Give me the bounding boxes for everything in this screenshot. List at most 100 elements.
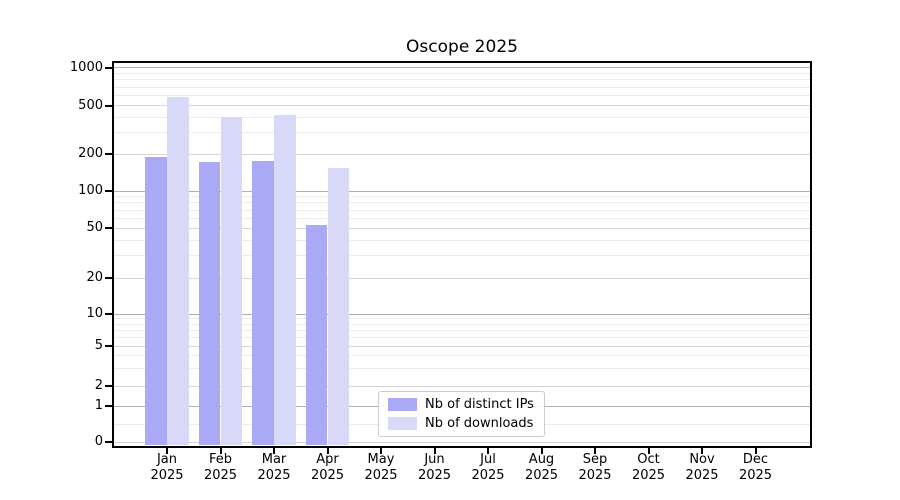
x-tick-label: Apr 2025 (298, 452, 358, 484)
y-tick-label: 2 (94, 378, 103, 393)
y-gridline (113, 441, 811, 443)
y-minor-gridline (113, 318, 811, 320)
bar-distinct-ips (198, 162, 221, 446)
y-minor-gridline (113, 367, 811, 369)
y-minor-gridline (113, 132, 811, 134)
y-tick-label: 500 (78, 97, 103, 113)
x-tick-mark (219, 448, 222, 454)
x-tick-year: 2025 (310, 468, 345, 483)
y-gridline (113, 153, 811, 155)
y-tick-mark (105, 313, 112, 315)
y-tick-mark (105, 190, 112, 192)
x-tick-label: Oct 2025 (619, 452, 679, 484)
y-minor-gridline (113, 72, 811, 74)
x-tick-year: 2025 (257, 468, 291, 483)
y-tick-label: 100 (78, 183, 103, 198)
x-tick-mark (754, 448, 757, 454)
y-minor-gridline (113, 116, 811, 118)
y-gridline (113, 190, 811, 192)
y-tick-mark (105, 345, 112, 347)
x-tick-month: Jul (480, 452, 496, 467)
x-tick-month: Mar (261, 452, 287, 467)
y-minor-gridline (113, 329, 811, 331)
bar-downloads (274, 114, 296, 446)
x-tick-mark (540, 448, 543, 454)
x-tick-year: 2025 (150, 468, 184, 483)
x-tick-year: 2025 (417, 468, 452, 483)
y-tick-mark (105, 66, 112, 69)
x-tick-label: Aug 2025 (512, 452, 572, 484)
x-tick-year: 2025 (524, 468, 559, 483)
x-tick-month: Feb (208, 452, 233, 467)
y-minor-gridline (113, 209, 811, 211)
y-tick-label: 50 (86, 220, 103, 235)
y-tick-mark (105, 227, 112, 229)
y-minor-gridline (113, 79, 811, 81)
y-minor-gridline (113, 217, 811, 219)
bar-downloads (167, 97, 189, 446)
y-minor-gridline (113, 337, 811, 339)
y-minor-gridline (113, 196, 811, 198)
x-tick-mark (701, 448, 703, 454)
y-minor-gridline (113, 202, 811, 204)
x-tick-label: Jun 2025 (405, 452, 465, 484)
x-tick-month: May (367, 452, 395, 467)
x-tick-label: Mar 2025 (244, 452, 304, 484)
x-tick-mark (273, 448, 275, 454)
legend-item-downloads: Nb of downloads (388, 416, 544, 432)
y-tick-label: 0 (94, 434, 103, 449)
x-tick-year: 2025 (578, 468, 612, 483)
y-minor-gridline (113, 86, 811, 88)
x-tick-mark (166, 448, 168, 454)
x-tick-mark (433, 448, 436, 454)
x-tick-month: Nov (689, 452, 715, 467)
x-tick-label: Feb 2025 (191, 452, 251, 484)
legend-swatch-downloads (388, 417, 417, 430)
y-minor-gridline (113, 255, 811, 257)
x-tick-year: 2025 (738, 468, 773, 483)
y-minor-gridline (113, 323, 811, 325)
y-tick-label: 10 (86, 306, 103, 321)
legend-item-distinct-ips: Nb of distinct IPs (388, 397, 544, 413)
bar-downloads (220, 117, 243, 446)
y-gridline (113, 67, 811, 68)
x-tick-mark (487, 448, 489, 454)
y-minor-gridline (113, 239, 811, 241)
y-gridline (113, 345, 811, 347)
x-tick-month: Jun (424, 452, 445, 467)
x-tick-label: Jul 2025 (458, 452, 518, 484)
y-gridline (113, 277, 811, 279)
x-tick-label: Sep 2025 (565, 452, 625, 484)
bar-distinct-ips (305, 224, 328, 446)
y-tick-label: 1000 (69, 59, 103, 75)
x-tick-label: Dec 2025 (726, 452, 786, 484)
x-tick-month: Apr (316, 452, 339, 467)
x-tick-month: Jan (156, 452, 178, 467)
y-gridline (113, 385, 811, 387)
y-gridline (113, 105, 811, 106)
x-tick-year: 2025 (471, 468, 505, 483)
y-tick-label: 1 (94, 398, 103, 413)
legend-label-distinct-ips: Nb of distinct IPs (425, 397, 534, 412)
x-tick-month: Sep (582, 452, 608, 467)
x-tick-month: Aug (528, 452, 555, 467)
y-tick-mark (105, 441, 112, 443)
x-tick-year: 2025 (364, 468, 398, 483)
x-tick-mark (380, 448, 382, 454)
legend: Nb of distinct IPs Nb of downloads (378, 391, 545, 437)
legend-swatch-distinct-ips (388, 398, 417, 411)
y-tick-mark (105, 277, 112, 279)
x-tick-month: Dec (742, 452, 769, 467)
y-gridline (113, 227, 811, 229)
x-tick-year: 2025 (203, 468, 238, 483)
y-tick-mark (105, 405, 112, 407)
x-tick-year: 2025 (685, 468, 719, 483)
x-tick-label: May 2025 (351, 452, 411, 484)
bar-distinct-ips (145, 156, 167, 446)
y-minor-gridline (113, 355, 811, 357)
x-tick-month: Oct (637, 452, 660, 467)
x-tick-label: Jan 2025 (137, 452, 197, 484)
y-tick-label: 200 (78, 146, 103, 161)
legend-label-downloads: Nb of downloads (425, 416, 534, 431)
